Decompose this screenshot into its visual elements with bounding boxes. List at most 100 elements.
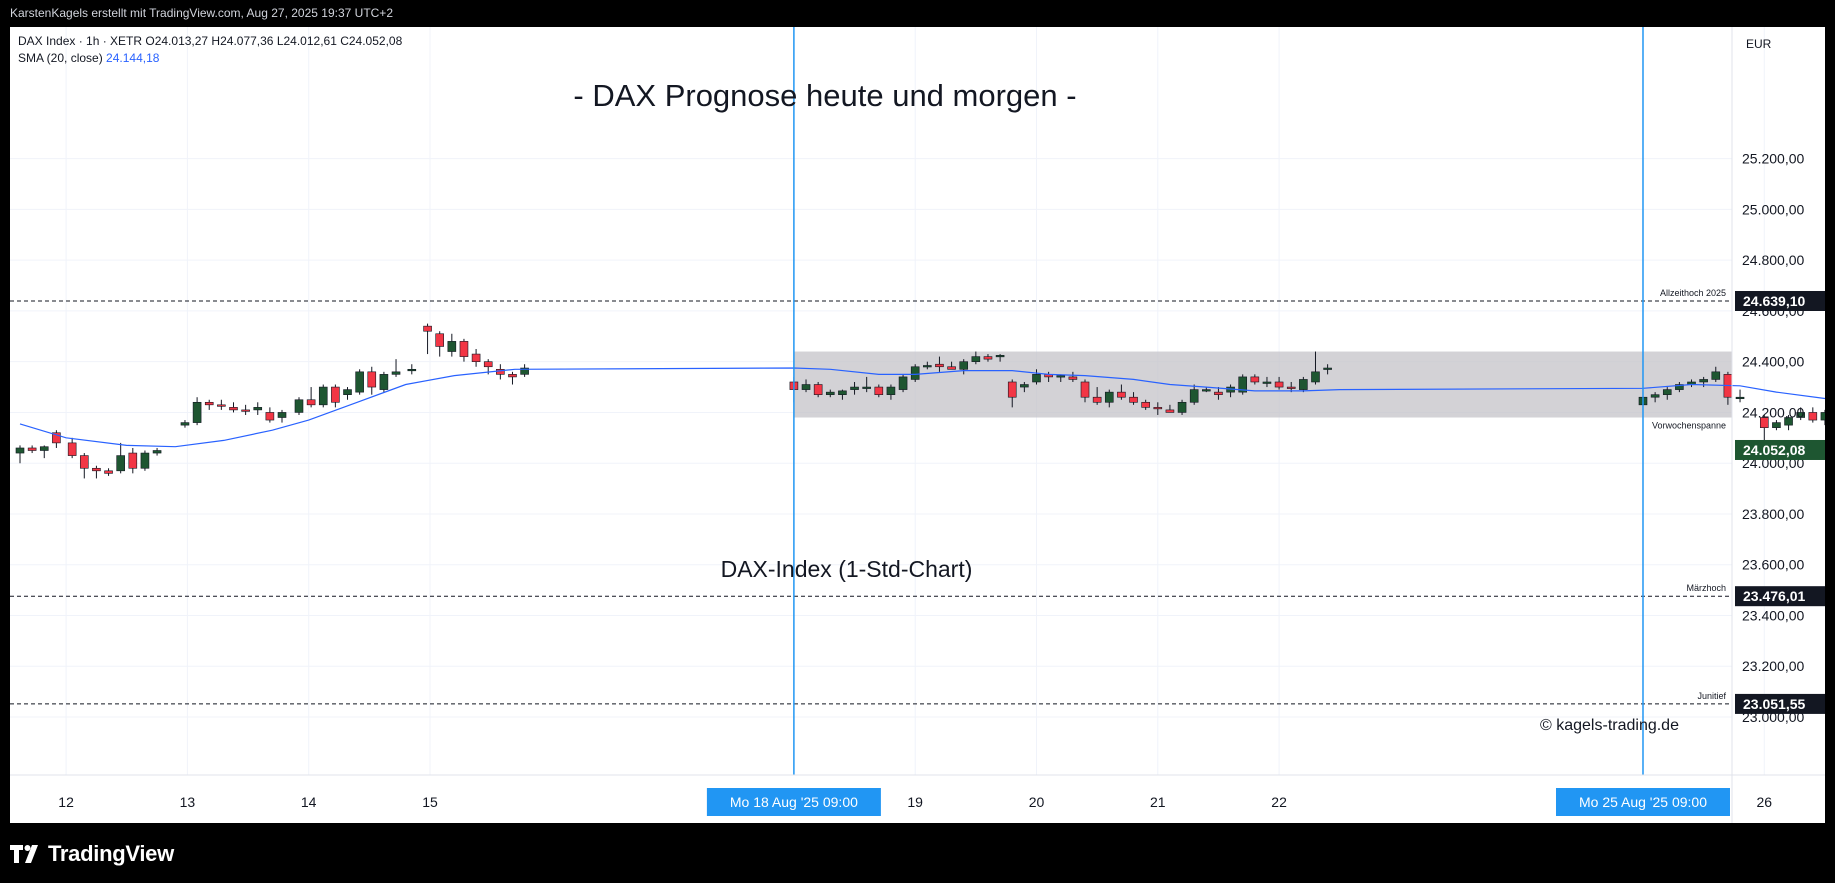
chart-frame[interactable]	[10, 27, 1825, 823]
sma-legend[interactable]: SMA (20, close) 24.144,18	[18, 50, 402, 67]
candle-down	[1141, 401, 1150, 408]
candle-down	[483, 361, 493, 368]
candle-up	[447, 341, 457, 352]
price-tick-label: 25.200,00	[1742, 151, 1804, 167]
time-tick-label: 15	[422, 794, 438, 810]
candle-up	[862, 386, 871, 389]
candle-down	[874, 386, 884, 395]
candle-up	[1711, 371, 1721, 380]
candle-down	[813, 384, 823, 395]
candle-down	[265, 412, 275, 421]
candle-down	[1808, 412, 1818, 421]
chart-title: - DAX Prognose heute und morgen -	[573, 78, 1077, 113]
candle-up	[838, 390, 847, 395]
candle-up	[1311, 371, 1320, 383]
level-price-label: 23.051,55	[1743, 696, 1805, 712]
candle-up	[1238, 376, 1248, 393]
brand-name: TradingView	[48, 841, 174, 866]
candle-down	[1250, 376, 1260, 383]
level-price-label: 24.639,10	[1743, 293, 1805, 309]
last-price-bg	[1735, 439, 1825, 460]
candle-up	[959, 361, 969, 370]
chart-legend: DAX Index · 1h · XETR O24.013,27 H24.077…	[18, 33, 402, 67]
range-band: Vorwochenspanne	[793, 351, 1732, 431]
candle-down	[331, 386, 340, 403]
candle-down	[204, 401, 214, 406]
candle-up	[355, 371, 364, 393]
tradingview-logo[interactable]: TradingView	[10, 840, 174, 868]
candle-down	[947, 366, 956, 370]
candle-up	[277, 412, 287, 418]
candle-up	[294, 399, 304, 413]
candle-down	[459, 341, 469, 357]
candle-up	[253, 407, 263, 411]
candle-up	[995, 355, 1005, 358]
candle-down	[367, 371, 377, 388]
time-tick-label: 22	[1271, 794, 1287, 810]
candle-up	[1020, 384, 1029, 388]
candle-up	[192, 401, 202, 423]
candle-up	[1032, 374, 1041, 383]
date-markers: Mo 18 Aug '25 09:00 Mo 25 Aug '25 09:00	[706, 27, 1730, 816]
price-tick-label: 24.400,00	[1742, 354, 1804, 370]
candle-down	[1274, 381, 1284, 388]
level-label: Allzeithoch 2025	[1660, 288, 1726, 298]
marker-label-bg	[1555, 788, 1730, 816]
candle-down	[935, 363, 944, 368]
candle-up	[850, 386, 859, 390]
price-axis[interactable]: EUR23.000,0023.200,0023.400,0023.600,002…	[1731, 27, 1825, 823]
candle-up	[1735, 396, 1745, 400]
currency-label: EUR	[1746, 37, 1772, 51]
candle-down	[471, 353, 481, 362]
candle-up	[391, 371, 401, 375]
marker-label: Mo 18 Aug '25 09:00	[730, 794, 858, 810]
level-lines: Allzeithoch 2025 Märzhoch Junitief	[10, 288, 1732, 705]
candle-up	[1662, 389, 1672, 395]
attribution-text: KarstenKagels erstellt mit TradingView.c…	[10, 6, 393, 20]
candle-down	[1117, 391, 1126, 398]
time-tick-label: 12	[58, 794, 74, 810]
last-price-label: 24.052,08	[1743, 442, 1805, 458]
candle-down	[128, 452, 138, 469]
candle-down	[1286, 386, 1296, 389]
candle-up	[379, 374, 389, 390]
candle-down	[423, 325, 432, 332]
price-tick-label: 23.200,00	[1742, 658, 1804, 674]
price-tick-label: 24.800,00	[1742, 252, 1804, 268]
watermark-text: © kagels-trading.de	[1540, 717, 1679, 734]
candle-up	[318, 386, 328, 406]
candle-down	[306, 399, 316, 406]
candle-down	[1080, 381, 1090, 398]
candle-down	[241, 409, 250, 412]
level-price-label: 23.476,01	[1743, 588, 1805, 604]
candle-down	[217, 404, 226, 407]
candle-up	[886, 386, 896, 395]
sma-label: SMA (20, close)	[18, 51, 103, 65]
candle-up	[152, 450, 162, 454]
candle-down	[1129, 396, 1138, 403]
symbol-line[interactable]: DAX Index · 1h · XETR O24.013,27 H24.077…	[18, 34, 403, 48]
time-axis[interactable]: 121314151920212226272829	[10, 774, 1825, 810]
candle-up	[407, 368, 417, 372]
level-price-bg	[1735, 290, 1825, 311]
candle-down	[1153, 407, 1163, 410]
candle-up	[1177, 401, 1187, 413]
level-label: Junitief	[1697, 691, 1726, 701]
candle-up	[1189, 389, 1199, 403]
sma-line	[19, 367, 1825, 448]
candle-down	[79, 455, 89, 469]
price-tick-label: 23.600,00	[1742, 557, 1804, 573]
level-label: Märzhoch	[1686, 583, 1726, 593]
candle-down	[435, 333, 444, 347]
candle-up	[140, 452, 150, 469]
price-chart[interactable]: Vorwochenspanne Allzeithoch 2025 Märzhoch…	[10, 27, 1825, 823]
price-tick-label: 23.400,00	[1742, 607, 1804, 623]
candle-down	[92, 467, 101, 472]
range-band-label: Vorwochenspanne	[1652, 421, 1726, 431]
candle-down	[1165, 409, 1175, 413]
candle-up	[825, 391, 835, 395]
price-tick-label: 24.200,00	[1742, 404, 1804, 420]
time-tick-label: 19	[907, 794, 923, 810]
candle-down	[52, 432, 61, 444]
candle-up	[1262, 381, 1272, 384]
